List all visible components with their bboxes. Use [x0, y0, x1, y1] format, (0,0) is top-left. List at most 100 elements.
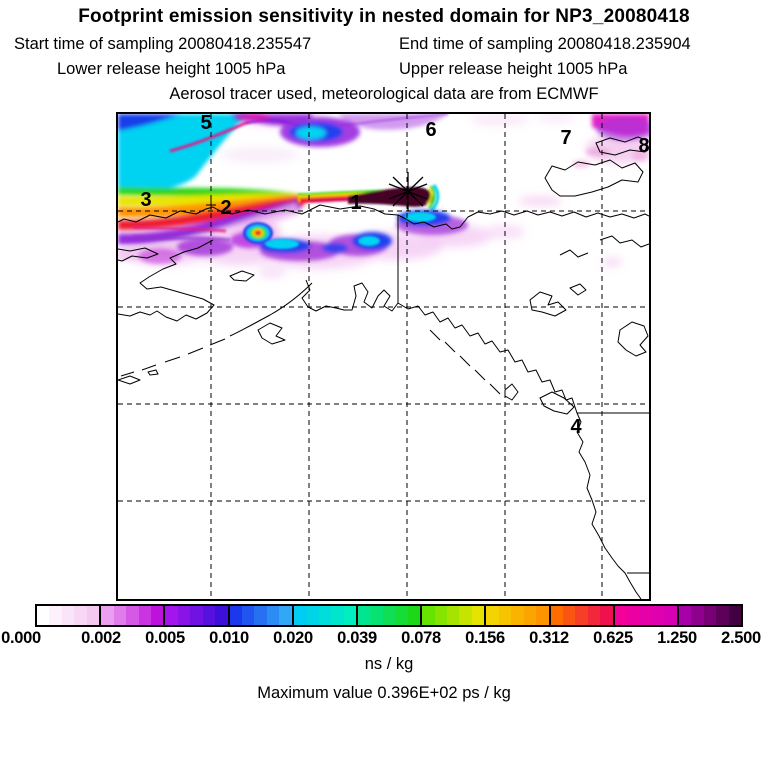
- colorbar-cell: [627, 606, 640, 625]
- colorbar-cell: [447, 606, 460, 625]
- colorbar-cell: [126, 606, 139, 625]
- colorbar-tick-label: 1.250: [657, 629, 697, 647]
- colorbar-cell: [511, 606, 524, 625]
- colorbar-cell: [614, 606, 628, 625]
- colorbar-tick-label: 0.625: [593, 629, 633, 647]
- colorbar-cell: [306, 606, 319, 625]
- colorbar-tick-label: 0.156: [465, 629, 505, 647]
- colorbar-cell: [318, 606, 332, 625]
- colorbar-cell: [639, 606, 652, 625]
- colorbar-cell: [678, 606, 692, 625]
- colorbar-cell: [587, 606, 601, 625]
- figure-title: Footprint emission sensitivity in nested…: [78, 6, 690, 27]
- colorbar-cell: [486, 606, 499, 625]
- colorbar-cell: [382, 606, 396, 625]
- lower-release-text: Lower release height 1005 hPa: [57, 60, 286, 78]
- colorbar-segment: [165, 606, 230, 625]
- station-label-2: 2: [220, 197, 231, 219]
- colorbar-tick-label: 0.002: [81, 629, 121, 647]
- colorbar-cell: [279, 606, 292, 625]
- colorbar-cell: [37, 606, 50, 625]
- colorbar-tick-label: 0.010: [209, 629, 249, 647]
- colorbar-cell: [113, 606, 127, 625]
- colorbar-cell: [536, 606, 549, 625]
- colorbar-cell: [370, 606, 383, 625]
- station-label-5: 5: [200, 114, 211, 134]
- colorbar-cell: [652, 606, 665, 625]
- colorbar-cell: [190, 606, 203, 625]
- colorbar-cell: [74, 606, 87, 625]
- end-time-text: End time of sampling 20080418.235904: [399, 35, 691, 53]
- station-labels: 1 2 3 4 5 6 7 8: [140, 112, 649, 438]
- colorbar-tick-label: 0.020: [273, 629, 313, 647]
- colorbar-cell: [229, 606, 242, 625]
- colorbar-cell: [422, 606, 435, 625]
- colorbar-segment: [614, 606, 679, 625]
- colorbar-tick-label: 0.005: [145, 629, 185, 647]
- station-label-7: 7: [560, 127, 571, 149]
- colorbar-cell: [575, 606, 588, 625]
- colorbar-cell: [86, 606, 100, 625]
- colorbar-cell: [357, 606, 371, 625]
- colorbar-cell: [459, 606, 472, 625]
- colorbar-cell: [242, 606, 255, 625]
- colorbar-cell: [215, 606, 228, 625]
- colorbar-cell: [728, 606, 742, 625]
- colorbar-cell: [407, 606, 421, 625]
- colorbar-cell: [293, 606, 307, 625]
- colorbar-cell: [600, 606, 613, 625]
- tracer-met-text: Aerosol tracer used, meteorological data…: [169, 85, 599, 103]
- colorbar-cell: [266, 606, 280, 625]
- plume-top-blob: [230, 112, 448, 147]
- colorbar-segment: [293, 606, 358, 625]
- start-time-text: Start time of sampling 20080418.235547: [14, 35, 312, 53]
- colorbar-cell: [165, 606, 178, 625]
- colorbar-cell: [101, 606, 114, 625]
- station-label-1: 1: [350, 192, 361, 214]
- colorbar-cell: [523, 606, 537, 625]
- colorbar-segment: [550, 606, 615, 625]
- colorbar-cell: [150, 606, 164, 625]
- colorbar-segment: [37, 606, 102, 625]
- colorbar-segment: [357, 606, 423, 625]
- plume-south-belt-cores: [243, 212, 436, 249]
- colorbar-segment: [422, 606, 487, 625]
- map-panel: 1 2 3 4 5 6 7 8: [116, 112, 656, 601]
- colorbar-cell: [49, 606, 62, 625]
- colorbar-tick-label: 0.312: [529, 629, 569, 647]
- colorbar-tick-label: 0.039: [337, 629, 377, 647]
- colorbar-cell: [434, 606, 447, 625]
- station-label-8: 8: [638, 135, 649, 157]
- colorbar-segment: [101, 606, 166, 625]
- colorbar-cell: [498, 606, 512, 625]
- colorbar-cell: [331, 606, 344, 625]
- station-label-3: 3: [140, 189, 151, 211]
- colorbar-cell: [471, 606, 485, 625]
- colorbar-cell: [177, 606, 191, 625]
- colorbar-tick-label: 2.500: [721, 629, 761, 647]
- colorbar-segment: [229, 606, 294, 625]
- colorbar-cell: [61, 606, 75, 625]
- colorbar-segment: [678, 606, 742, 625]
- colorbar-cell: [343, 606, 356, 625]
- colorbar-cell: [138, 606, 151, 625]
- graticule: [118, 114, 649, 599]
- plume-top-right: [572, 114, 656, 168]
- colorbar-cell: [664, 606, 677, 625]
- coastlines: [117, 136, 650, 600]
- colorbar-cell: [562, 606, 576, 625]
- colorbar-segment: [486, 606, 551, 625]
- colorbar-cell: [703, 606, 717, 625]
- colorbar-tick-label: 0.078: [401, 629, 441, 647]
- colorbar: [35, 604, 743, 627]
- station-label-6: 6: [425, 119, 436, 141]
- colorbar-cell: [716, 606, 729, 625]
- map-canvas: 1 2 3 4 5 6 7 8: [117, 112, 656, 600]
- release-marker-icon: [388, 172, 428, 211]
- colorbar-cell: [550, 606, 563, 625]
- colorbar-cell: [395, 606, 408, 625]
- upper-release-text: Upper release height 1005 hPa: [399, 60, 628, 78]
- colorbar-cell: [202, 606, 216, 625]
- max-value-text: Maximum value 0.396E+02 ps / kg: [257, 684, 511, 702]
